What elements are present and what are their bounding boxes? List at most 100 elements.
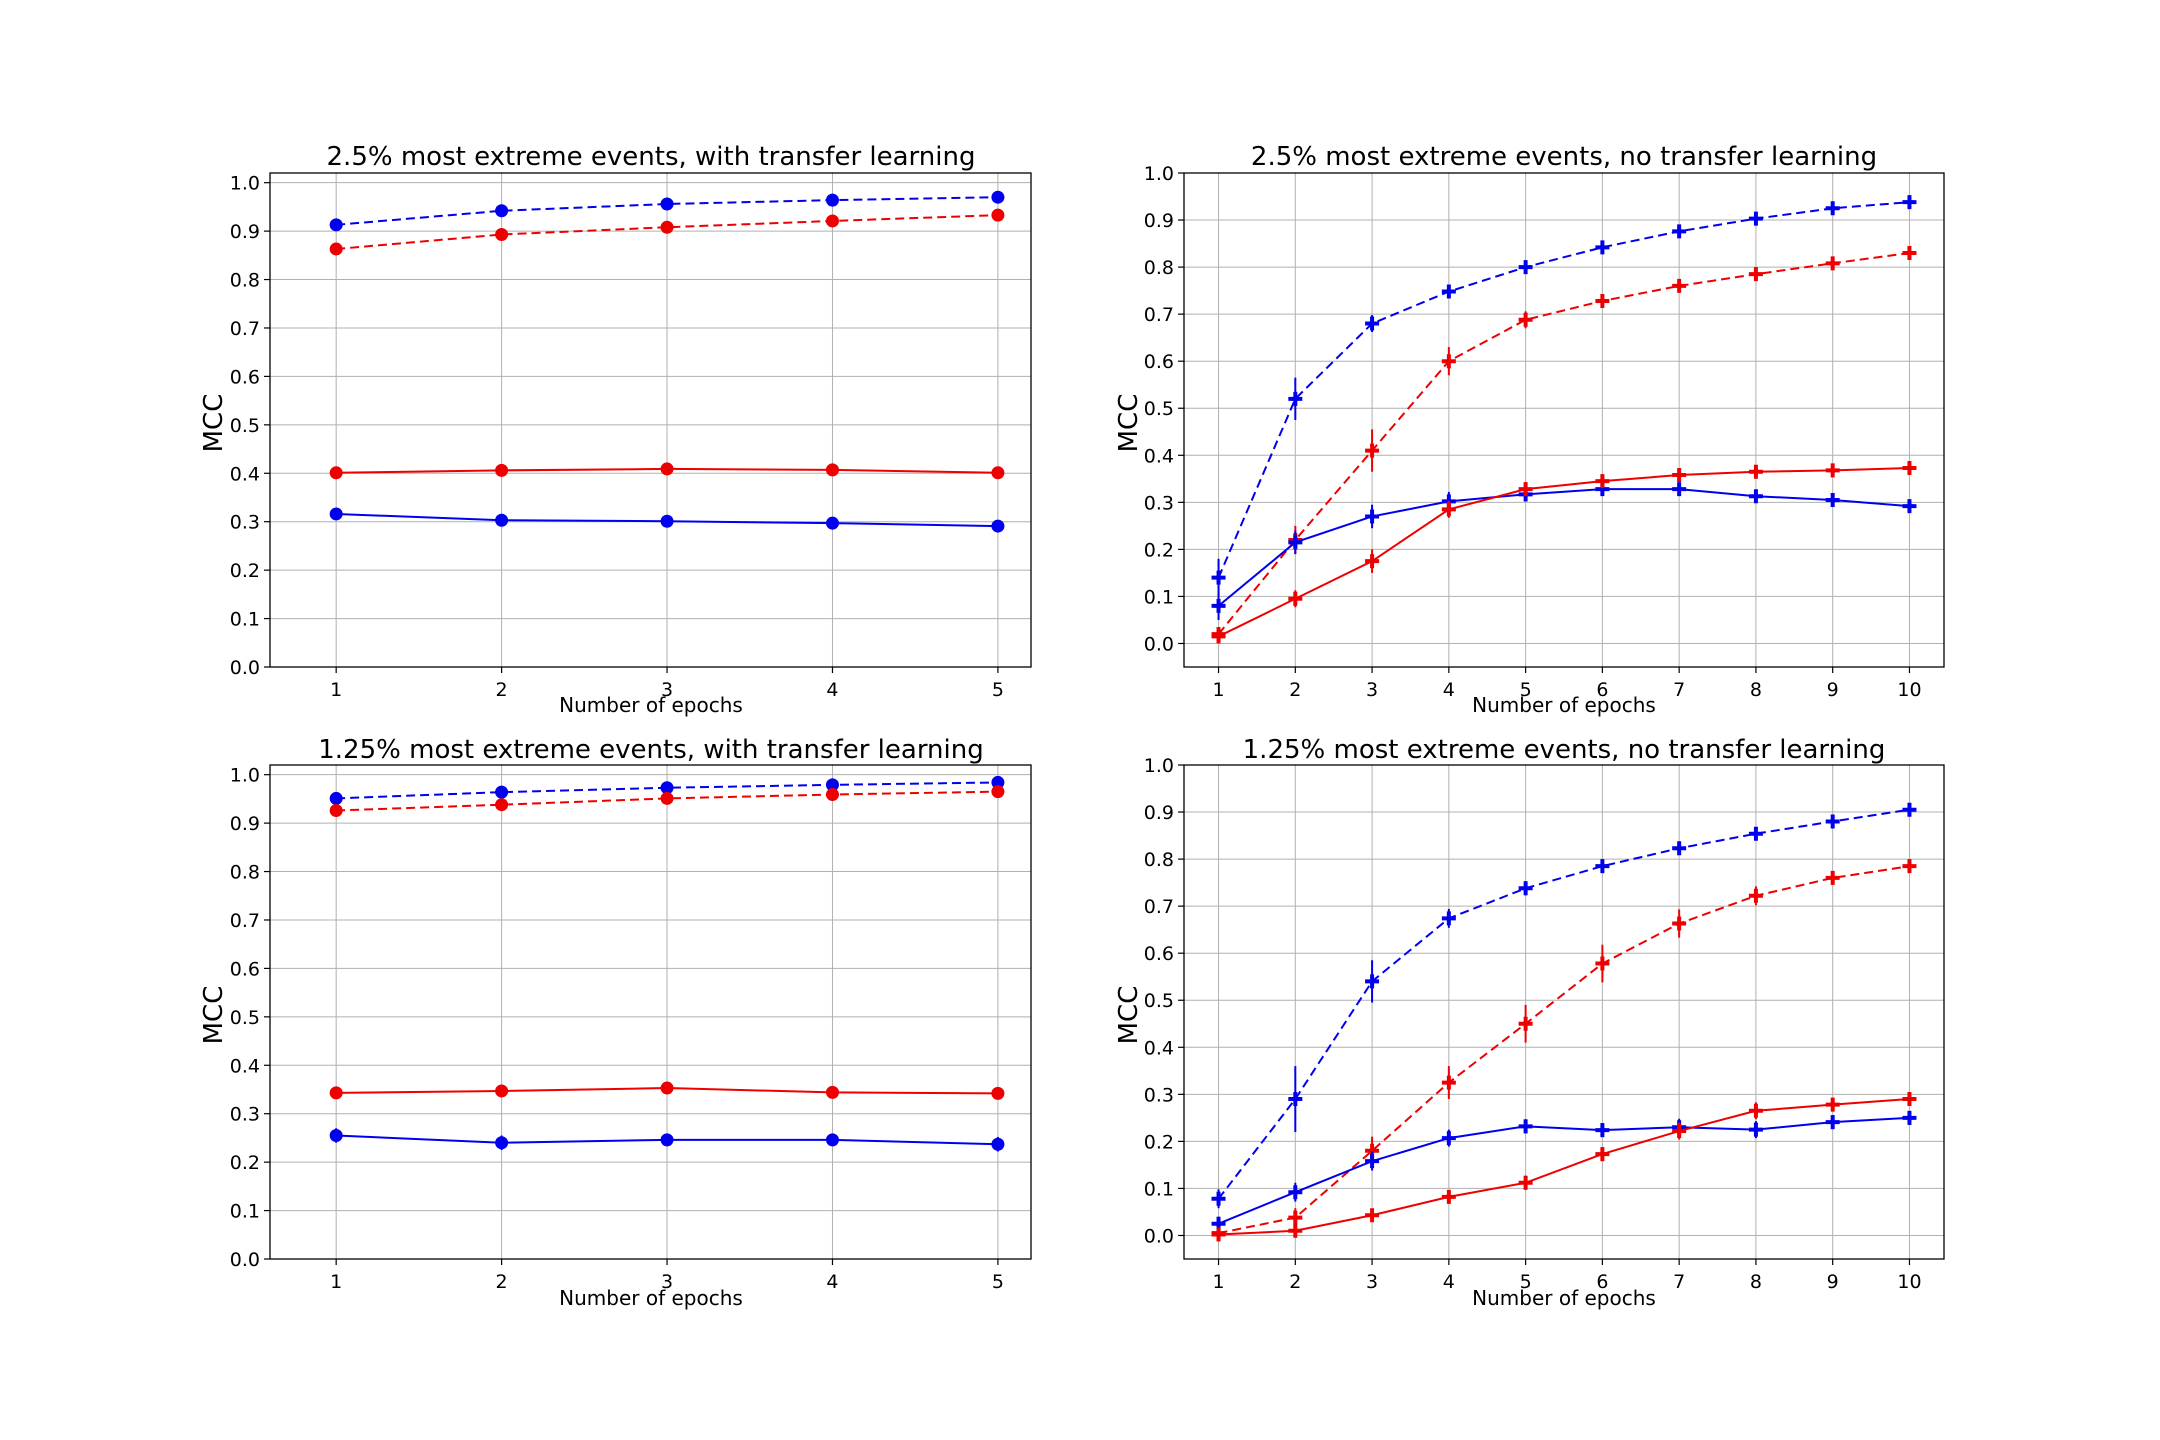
x-tick-label: 2	[1289, 1271, 1301, 1293]
y-tick-label: 0.2	[1144, 539, 1174, 561]
data-point	[1595, 474, 1610, 489]
x-tick-label: 3	[661, 679, 673, 701]
data-point	[1748, 1122, 1763, 1137]
data-point	[329, 466, 343, 480]
data-point	[1518, 881, 1533, 896]
y-axis-label: MCC	[1114, 986, 1144, 1045]
data-point	[1518, 260, 1533, 275]
data-point	[495, 228, 509, 242]
data-point	[329, 507, 343, 521]
x-tick-label: 6	[1596, 1271, 1608, 1293]
subplot-top-left: 0.0 0.1 0.2 0.3 0.4 0.5 0.6 0.7 0.8 0.9 1.0 1 2 3 4 5 2…	[199, 142, 1032, 717]
data-point	[1902, 460, 1917, 475]
x-tick-label: 1	[330, 1271, 342, 1293]
series-blue-solid	[1211, 1110, 1917, 1231]
data-point	[1748, 211, 1763, 226]
data-point	[495, 1136, 509, 1150]
x-tick-label: 3	[661, 1271, 673, 1293]
x-tick-label: 5	[992, 1271, 1004, 1293]
series-red-solid	[329, 1081, 1005, 1100]
x-tick-label: 3	[1366, 679, 1378, 701]
data-point	[1672, 841, 1687, 856]
y-tick-label: 0.7	[230, 318, 260, 340]
series-red-solid	[329, 462, 1005, 480]
data-point	[1288, 391, 1303, 406]
y-tick-label: 1.0	[1144, 163, 1174, 185]
x-tick-label: 8	[1750, 679, 1762, 701]
data-point	[825, 214, 839, 228]
data-point	[1365, 1208, 1380, 1223]
data-point	[660, 1081, 674, 1095]
x-axis-label: Number of epochs	[559, 1286, 743, 1310]
series-blue-dashed	[329, 190, 1005, 232]
data-point	[1748, 1103, 1763, 1118]
data-point	[660, 197, 674, 211]
series-blue-solid	[329, 1128, 1005, 1152]
data-point	[991, 775, 1005, 789]
data-point	[1902, 195, 1917, 210]
y-tick-label: 0.0	[230, 657, 260, 679]
data-point	[1595, 956, 1610, 971]
data-point	[1902, 499, 1917, 514]
data-point	[1518, 1175, 1533, 1190]
y-tick-label: 0.1	[1144, 1178, 1174, 1200]
data-point	[1365, 443, 1380, 458]
data-point	[660, 514, 674, 528]
y-tick-label: 0.5	[230, 1007, 260, 1029]
y-tick-label: 0.7	[1144, 304, 1174, 326]
data-point	[991, 1137, 1005, 1151]
y-tick-label: 0.3	[230, 1104, 260, 1126]
series-line	[1217, 251, 1910, 635]
y-tick-label: 0.9	[230, 813, 260, 835]
data-point	[825, 1133, 839, 1147]
series-line	[1218, 1116, 1910, 1225]
data-point	[991, 190, 1005, 204]
x-tick-label: 1	[330, 679, 342, 701]
x-tick-label: 9	[1827, 679, 1839, 701]
series-blue-dashed	[1211, 802, 1917, 1209]
data-point	[1825, 1097, 1840, 1112]
data-point	[1902, 245, 1917, 260]
data-point	[1441, 1075, 1456, 1090]
plot-area: 0.0 0.1 0.2 0.3 0.4 0.5 0.6 0.7 0.8 0.9 1.0 1 2 3 4 5 6 7…	[1144, 163, 1945, 701]
data-point	[329, 242, 343, 256]
data-point	[660, 220, 674, 234]
y-tick-label: 0.3	[230, 512, 260, 534]
data-point	[1825, 463, 1840, 478]
y-tick-label: 1.0	[230, 765, 260, 787]
y-tick-label: 0.0	[1144, 1225, 1174, 1247]
series-line	[1218, 1098, 1910, 1236]
x-tick-label: 4	[1443, 1271, 1455, 1293]
x-tick-label: 5	[1520, 1271, 1532, 1293]
data-point	[825, 193, 839, 207]
data-point	[1825, 492, 1840, 507]
y-tick-label: 0.3	[1144, 492, 1174, 514]
data-point	[1211, 629, 1226, 644]
x-tick-label: 4	[826, 679, 838, 701]
data-point	[825, 1085, 839, 1099]
y-tick-label: 0.2	[1144, 1131, 1174, 1153]
series-line	[1217, 488, 1910, 607]
plot-area: 0.0 0.1 0.2 0.3 0.4 0.5 0.6 0.7 0.8 0.9 1.0 1 2 3 4 5	[230, 172, 1032, 701]
data-point	[825, 778, 839, 792]
subplot-bottom-left: 0.0 0.1 0.2 0.3 0.4 0.5 0.6 0.7 0.8 0.9 1.0 1 2 3 4 5 1…	[199, 735, 1032, 1310]
y-tick-label: 0.4	[230, 1055, 260, 1077]
data-point	[1211, 1191, 1226, 1206]
data-point	[495, 785, 509, 799]
series-red-dashed	[1211, 245, 1917, 642]
y-tick-label: 0.6	[230, 958, 260, 980]
data-point	[1211, 1227, 1226, 1242]
y-tick-label: 0.1	[230, 1201, 260, 1223]
series-red-solid	[1211, 460, 1917, 644]
y-tick-label: 0.9	[230, 221, 260, 243]
data-point	[991, 785, 1005, 799]
y-tick-label: 1.0	[230, 173, 260, 195]
x-tick-label: 5	[992, 679, 1004, 701]
y-tick-label: 0.9	[1144, 802, 1174, 824]
data-point	[1441, 1189, 1456, 1204]
y-tick-label: 0.8	[230, 270, 260, 292]
data-point	[660, 791, 674, 805]
data-point	[1365, 974, 1380, 989]
plot-frame	[269, 764, 1032, 1260]
